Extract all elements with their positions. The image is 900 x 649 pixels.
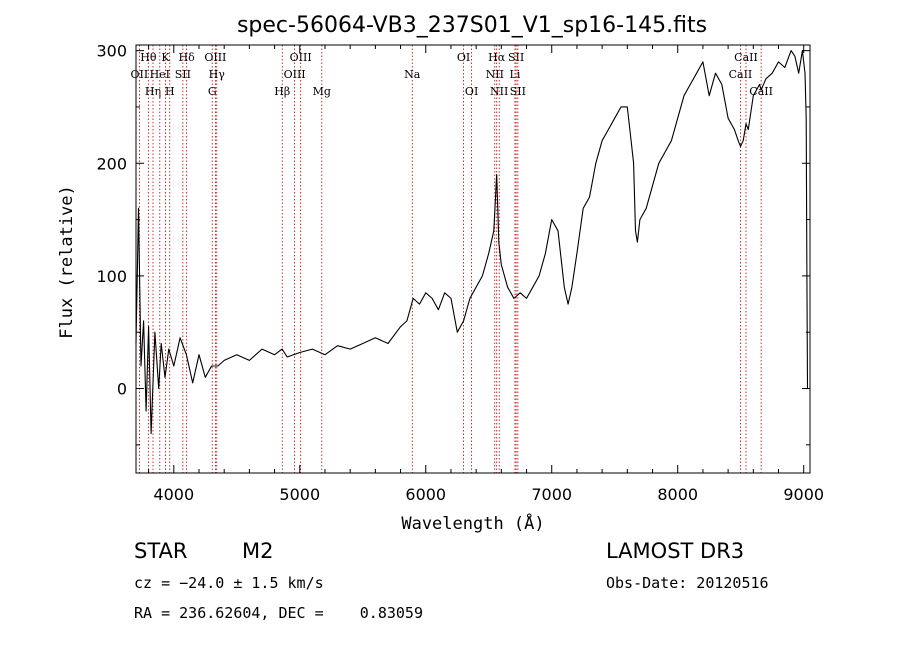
observation-date: Obs-Date: 20120516 bbox=[606, 574, 769, 592]
chart-title: spec-56064-VB3_237S01_V1_sp16-145.fits bbox=[237, 13, 707, 38]
object-class: STAR bbox=[134, 539, 188, 563]
spectral-line-label: K bbox=[161, 51, 170, 64]
x-tick-label: 5000 bbox=[279, 485, 320, 504]
spectral-line-label: Hγ bbox=[209, 68, 226, 81]
x-axis-label: Wavelength (Å) bbox=[401, 512, 544, 534]
spectral-line-label: Hθ bbox=[140, 51, 157, 64]
spectrum-line bbox=[135, 50, 809, 435]
spectrum-series bbox=[135, 50, 809, 435]
spectral-line-label: HeI bbox=[150, 68, 170, 81]
spectral-line-label: G bbox=[208, 85, 217, 98]
spectral-line-label: OI bbox=[465, 85, 478, 98]
y-axis-label: Flux (relative) bbox=[57, 185, 77, 339]
object-subclass: M2 bbox=[242, 539, 274, 563]
spectral-line-label: SII bbox=[510, 85, 526, 98]
spectral-line-label: Hη bbox=[145, 85, 161, 98]
spectral-line-label: Na bbox=[404, 68, 421, 81]
y-tick-label: 200 bbox=[96, 154, 127, 173]
spectral-line-label: H bbox=[165, 85, 175, 98]
spectral-line-label: CaII bbox=[749, 85, 773, 98]
spectral-line-label: SII bbox=[175, 68, 191, 81]
spectral-line-label: NII bbox=[486, 68, 504, 81]
spectral-line-label: CaII bbox=[734, 51, 758, 64]
plot-frame bbox=[135, 44, 811, 474]
x-tick-label: 7000 bbox=[531, 485, 572, 504]
spectral-line-label: OIII bbox=[284, 68, 306, 81]
spectral-line-label: OIII bbox=[290, 51, 312, 64]
survey-name: LAMOST DR3 bbox=[606, 539, 745, 563]
spectral-lines: OIIHθHηHeIKHSIIHδGOIIIHγHβOIIIOIIIMgNaOI… bbox=[131, 45, 773, 473]
x-tick-label: 9000 bbox=[783, 485, 824, 504]
spectral-line-label: CaII bbox=[729, 68, 753, 81]
x-tick-label: 8000 bbox=[657, 485, 698, 504]
y-axis-ticks: 0 100 200 300 bbox=[96, 42, 810, 446]
spectral-line-label: NII bbox=[490, 85, 508, 98]
spectral-line-label: Li bbox=[510, 68, 521, 81]
spectral-line-label: Mg bbox=[313, 85, 331, 98]
y-tick-label: 0 bbox=[117, 380, 127, 399]
x-tick-label: 4000 bbox=[153, 485, 194, 504]
redshift-readout: cz = −24.0 ± 1.5 km/s bbox=[134, 574, 324, 592]
spectral-line-label: Hβ bbox=[274, 85, 290, 98]
spectral-line-label: Hδ bbox=[179, 51, 196, 64]
spectral-line-label: OI bbox=[457, 51, 470, 64]
coordinates-readout: RA = 236.62604, DEC = 0.83059 bbox=[134, 604, 423, 622]
spectral-line-label: OII bbox=[131, 68, 149, 81]
spectral-line-label: OIII bbox=[204, 51, 226, 64]
y-tick-label: 100 bbox=[96, 267, 127, 286]
y-tick-label: 300 bbox=[96, 42, 127, 61]
x-tick-label: 6000 bbox=[405, 485, 446, 504]
x-axis-ticks: 4000 5000 6000 7000 8000 9000 bbox=[148, 45, 824, 504]
spectral-line-label: Hα bbox=[488, 51, 506, 64]
spectral-line-label: SII bbox=[508, 51, 524, 64]
